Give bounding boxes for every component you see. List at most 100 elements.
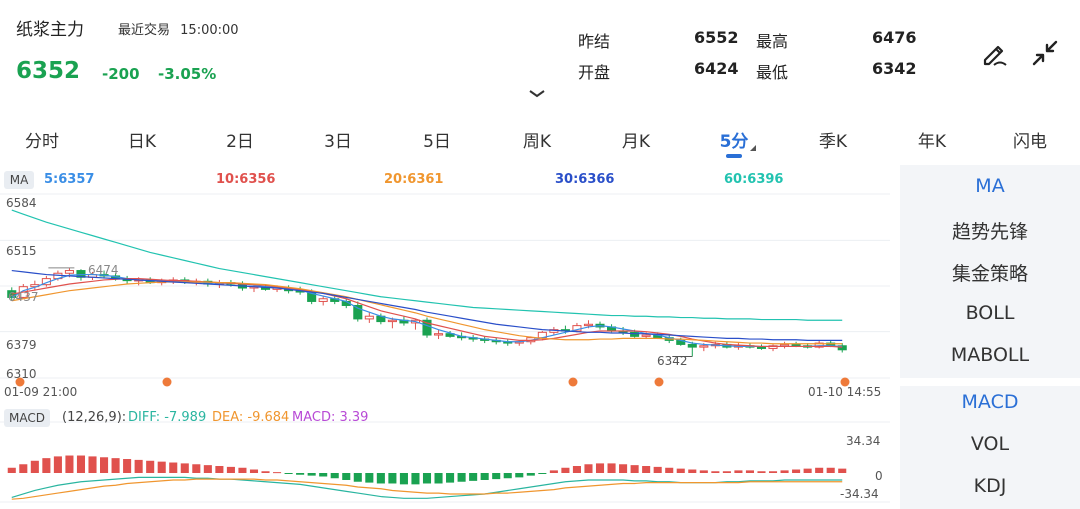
event-dot: [15, 377, 25, 387]
macd-bar: [319, 473, 328, 477]
ma10-legend: 10:6356: [216, 172, 276, 187]
macd-bar: [469, 473, 478, 481]
macd-bar: [665, 467, 674, 473]
candle-body: [364, 315, 374, 320]
macd-bar: [595, 463, 605, 473]
macd-bar: [249, 469, 259, 473]
high-annotation: 6474: [88, 263, 119, 277]
tab-fenshi[interactable]: 分时: [25, 132, 59, 152]
macd-bar: [826, 467, 835, 473]
macd-bar: [838, 468, 847, 473]
macd-bar: [492, 473, 501, 480]
candle-body: [837, 345, 847, 351]
open-value: 6424: [694, 59, 739, 78]
price-change: -200: [102, 65, 140, 83]
candle-body: [814, 342, 824, 348]
macd-bar: [584, 464, 593, 473]
panel-vol[interactable]: VOL: [970, 433, 1010, 455]
kline-chart[interactable]: [0, 190, 895, 509]
high-value: 6476: [872, 28, 917, 47]
macd-indicator-badge[interactable]: MACD: [4, 409, 50, 427]
candle-body: [433, 333, 444, 336]
ma10-line: [11, 278, 843, 348]
macd-bar: [180, 463, 189, 473]
macd-bar: [65, 455, 74, 473]
last-trade-time: 最近交易 15:00:00: [118, 19, 239, 38]
panel-ma[interactable]: MA: [975, 175, 1005, 197]
macd-bar: [734, 470, 743, 473]
tab-5min[interactable]: 5分: [719, 132, 749, 152]
period-tabs: 分时 日K 2日 3日 5日 周K 月K 5分 季K 年K 闪电: [0, 122, 1080, 154]
last-price: 6352: [16, 58, 81, 84]
chevron-down-icon[interactable]: [528, 88, 546, 98]
candle-body: [699, 345, 709, 348]
last-trade-clock: 15:00:00: [180, 23, 239, 38]
macd-bar: [561, 467, 570, 473]
candle-body: [583, 323, 594, 327]
tab-menu-triangle-icon[interactable]: [750, 145, 756, 151]
panel-macd[interactable]: MACD: [961, 391, 1019, 413]
candle-body: [76, 270, 86, 278]
macd-bar: [434, 473, 443, 484]
candle-body: [318, 298, 328, 302]
macd-bar: [146, 460, 155, 473]
price-tick-3: 6379: [6, 338, 37, 352]
macd-bar: [157, 461, 166, 473]
active-tab-indicator: [726, 154, 742, 158]
ma30-line: [11, 269, 843, 341]
macd-bar: [30, 460, 39, 473]
macd-bar: [261, 471, 270, 473]
draw-icon[interactable]: [980, 38, 1010, 68]
macd-bar: [203, 465, 212, 473]
tab-week-k[interactable]: 周K: [522, 132, 552, 152]
last-trade-label: 最近交易: [118, 23, 171, 38]
tab-5day[interactable]: 5日: [423, 132, 451, 152]
low-annotation: 6342: [657, 354, 688, 368]
macd-bar: [711, 471, 720, 473]
candle-body: [768, 345, 778, 349]
tab-flash[interactable]: 闪电: [1013, 132, 1047, 152]
macd-bar: [169, 462, 178, 473]
panel-kdj[interactable]: KDJ: [973, 475, 1007, 497]
ma-indicator-badge[interactable]: MA: [4, 171, 34, 189]
macd-bar: [7, 467, 16, 473]
panel-trend-pioneer[interactable]: 趋势先锋: [951, 221, 1028, 243]
macd-bar: [376, 473, 385, 484]
macd-diff: DIFF: -7.989: [128, 410, 207, 425]
tab-2day[interactable]: 2日: [226, 132, 254, 152]
macd-bar: [365, 473, 374, 483]
macd-bar: [192, 464, 201, 473]
macd-dea-line: [11, 478, 843, 500]
ma60-line: [11, 209, 843, 321]
macd-bar: [446, 473, 455, 483]
event-dot: [840, 377, 850, 387]
tab-year-k[interactable]: 年K: [917, 132, 947, 152]
macd-bar: [330, 473, 339, 479]
tab-day-k[interactable]: 日K: [127, 132, 157, 152]
tab-quarter-k[interactable]: 季K: [818, 132, 848, 152]
panel-maboll[interactable]: MABOLL: [950, 344, 1030, 366]
macd-bar: [111, 458, 120, 473]
macd-bar: [572, 466, 581, 473]
panel-fund-strategy[interactable]: 集金策略: [951, 263, 1028, 285]
macd-bar: [273, 472, 282, 474]
macd-bar: [619, 464, 628, 473]
macd-bar: [503, 473, 512, 479]
macd-bar: [100, 457, 109, 473]
macd-bar: [53, 456, 62, 473]
collapse-icon[interactable]: [1030, 38, 1060, 68]
macd-bar: [780, 470, 789, 473]
macd-bar: [653, 466, 662, 473]
candle-body: [641, 334, 651, 337]
prev-settle-label: 昨结: [578, 32, 611, 51]
macd-bar: [642, 466, 651, 473]
macd-bar: [607, 463, 616, 473]
panel-boll[interactable]: BOLL: [965, 302, 1015, 324]
macd-bar: [411, 473, 420, 485]
tab-month-k[interactable]: 月K: [621, 132, 651, 152]
tab-3day[interactable]: 3日: [324, 132, 352, 152]
macd-bar: [815, 467, 824, 473]
macd-bar: [226, 466, 235, 473]
macd-bar: [538, 473, 547, 474]
high-label: 最高: [756, 32, 789, 51]
